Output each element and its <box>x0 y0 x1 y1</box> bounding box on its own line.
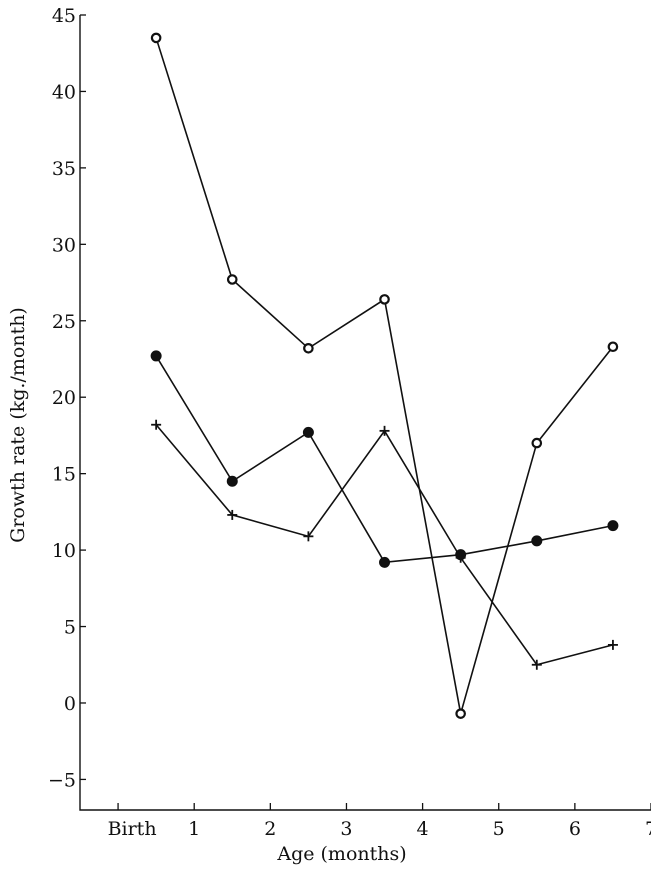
y-tick-label: −5 <box>48 769 76 791</box>
y-axis-label: Growth rate (kg./month) <box>7 307 29 543</box>
y-tick-label: 45 <box>52 5 76 27</box>
open-circle-point <box>455 708 466 719</box>
plus-point <box>531 659 542 670</box>
x-tick-label: 3 <box>340 818 352 840</box>
series-line <box>155 37 614 714</box>
open-circle-point <box>531 437 543 449</box>
open-circle-point <box>607 341 619 353</box>
axes: −5051015202530354045Birth1234567 <box>48 5 651 840</box>
x-tick-label: 6 <box>569 818 581 840</box>
y-tick-label: 35 <box>52 158 76 180</box>
series-open-circle <box>150 32 619 719</box>
y-tick-label: 5 <box>64 617 76 639</box>
x-tick-label: 5 <box>493 818 505 840</box>
y-tick-label: 20 <box>52 387 76 409</box>
plus-point <box>303 531 314 542</box>
y-tick-label: 15 <box>52 464 76 486</box>
plus-point <box>227 509 238 520</box>
filled-circle-point <box>379 556 391 568</box>
filled-circle-point <box>531 535 543 547</box>
open-circle-point <box>226 274 238 285</box>
filled-circle-point <box>302 426 314 438</box>
filled-circle-point <box>226 475 238 487</box>
x-tick-label: 4 <box>417 818 429 840</box>
series-line <box>155 355 614 564</box>
open-circle-point <box>150 32 162 44</box>
open-circle-point <box>303 342 314 354</box>
open-circle-point <box>379 294 390 305</box>
axis-frame <box>79 15 651 811</box>
plus-point <box>379 425 390 436</box>
plus-point <box>455 552 466 563</box>
x-axis-label: Age (months) <box>276 843 406 865</box>
y-tick-label: 40 <box>52 81 76 103</box>
filled-circle-point <box>607 520 619 532</box>
x-tick-label: 7 <box>645 818 651 840</box>
x-tick-label: 1 <box>188 818 200 840</box>
plus-point <box>151 419 162 430</box>
filled-circle-point <box>150 350 162 362</box>
plus-point <box>607 639 618 650</box>
y-tick-label: 30 <box>52 234 76 256</box>
series-line <box>155 424 614 666</box>
series-filled-circle <box>150 350 619 568</box>
x-tick-label: Birth <box>108 818 157 840</box>
y-tick-label: 0 <box>64 693 76 715</box>
series-layer <box>150 32 619 719</box>
y-tick-label: 25 <box>52 311 76 333</box>
y-tick-label: 10 <box>52 540 76 562</box>
series-plus <box>151 419 618 670</box>
x-tick-label: 2 <box>264 818 276 840</box>
